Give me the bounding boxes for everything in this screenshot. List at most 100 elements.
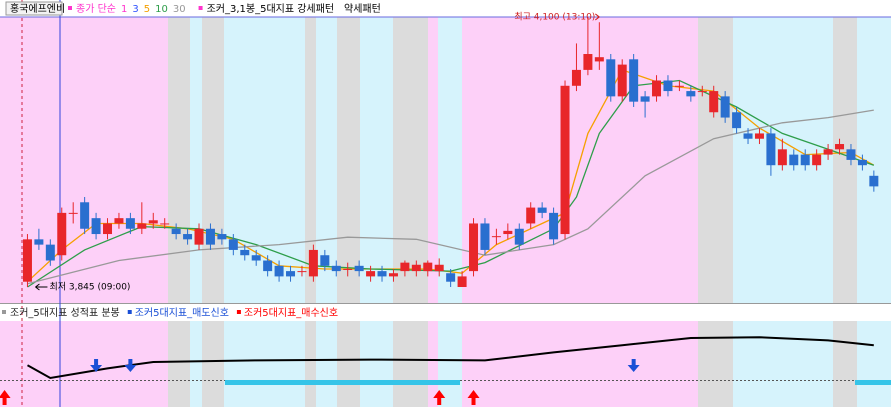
candle-body [411,264,421,272]
candle-body [286,271,296,277]
oscillator-band [855,380,891,385]
candle-body [583,54,593,70]
candle-body [45,244,55,261]
legend-entry: 30 [173,4,186,15]
candle-body [103,223,113,235]
candle-body [308,249,318,277]
stock-name[interactable]: 홍국에프엔비 [10,2,65,15]
candle-body [606,59,616,97]
candle-body [331,265,341,272]
candle-body [823,149,833,155]
candle-body [594,57,604,62]
candle-body [228,239,238,250]
band [168,0,190,407]
candle-body [514,228,524,245]
candle-body [183,234,193,240]
candle-body [148,220,158,224]
candle-body [766,133,776,166]
candle-body [354,265,364,272]
legend-marker [2,310,6,314]
buy-signal [0,390,11,405]
candle-body [846,149,856,160]
candle-body [377,271,387,277]
candle-body [491,236,501,238]
candle-body [160,223,170,225]
band [202,0,224,407]
candle-body [434,264,444,272]
candle-body [857,159,867,166]
candle-body [240,249,250,256]
legend-marker [127,310,132,314]
candle-body [800,154,810,166]
candle-body [205,228,215,245]
candle-body [560,85,570,235]
candle-body [114,218,124,224]
candle-body [674,85,684,87]
sell-signal [90,359,103,372]
candle-body [480,223,490,250]
candle-body [297,271,307,273]
indicator-label: 조커_3,1봉_5대지표 강세패턴 [207,3,334,15]
legend-marker [236,310,241,314]
buy-signal [467,390,480,405]
candle-body [869,175,879,187]
candle-body [263,260,273,272]
high-arrow [595,13,600,21]
oscillator-band [225,380,460,385]
candle-body [812,154,822,166]
candle-body [274,265,284,277]
candle-body [217,234,227,240]
band [462,0,698,407]
candle-body [91,218,101,235]
candle-body [343,268,353,270]
indicator-line [27,336,874,380]
candle-body [617,64,627,97]
candle-body [629,59,639,102]
candle-body [526,207,536,224]
candle-body [457,276,467,287]
stock-box[interactable] [5,1,63,16]
band [833,0,857,407]
candle-body [423,262,433,272]
band [428,0,438,407]
candle-body [194,228,204,245]
candle-body [388,273,398,277]
high-label: 최고 4,100 (13:10) [514,11,595,22]
candle-body [22,239,32,282]
candle-body [754,133,764,139]
candle-body [57,212,67,256]
low-arrow [35,283,48,291]
candle-body [686,91,696,97]
legend-entry: 3 [132,4,138,15]
sell-signal [124,359,137,372]
candle-body [446,273,456,282]
legend-entry: 1 [121,4,127,15]
candle-body [137,223,147,229]
indicator-label: 약세패턴 [344,3,381,15]
signal-panel: 조커_5대지표 성적표 분봉 조커5대지표_매도신호 조커5대지표_매수신호 [0,307,891,405]
candle-body [789,154,799,166]
candle-body [835,144,845,150]
candle-body [571,69,581,86]
legend-entry: 10 [155,4,168,15]
legend-title: 종가 단순 [76,3,116,15]
band [393,0,428,407]
legend-entry: 5 [144,4,150,15]
candle-body [469,223,479,272]
band [698,0,733,407]
band [305,0,316,407]
legend-marker [68,6,72,10]
panel-title: 조커_5대지표 성적표 분봉 [10,307,120,319]
candle-body [777,149,787,166]
candle-body [34,239,44,245]
candle-body [652,80,662,97]
low-label: 최저 3,845 (09:00) [49,281,130,292]
candle-body [640,96,650,102]
candle-body [68,212,78,214]
band [337,0,360,407]
candle-body [125,218,135,229]
candle-body [720,96,730,118]
buy-signal [433,390,446,405]
